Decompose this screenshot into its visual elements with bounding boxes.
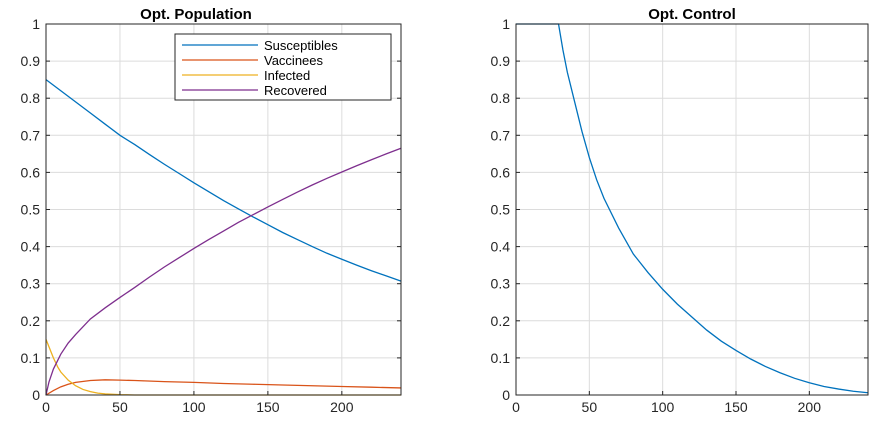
- population-ytick-label-0-4: 0.4: [21, 239, 41, 255]
- population-ytick-label-0-6: 0.6: [21, 164, 41, 180]
- population-xtick-label-200: 200: [330, 399, 354, 415]
- control-ytick-label-0-9: 0.9: [491, 53, 511, 69]
- population-ticks: 0 50 100 150 200 0 0.1 0.2 0.3 0.4 0.5 0.6 0.7 0.8 0.9…: [21, 16, 401, 415]
- legend-entry-infected: Infected: [182, 68, 310, 83]
- legend-entry-recovered: Recovered: [182, 83, 327, 98]
- control-ytick-label-0-6: 0.6: [491, 164, 511, 180]
- population-series-vaccinees: [45, 379, 402, 396]
- population-ytick-label-0-7: 0.7: [21, 127, 41, 143]
- control-ytick-label-0-8: 0.8: [491, 90, 511, 106]
- population-series: [45, 79, 402, 396]
- control-chart-title: Opt. Control: [648, 6, 735, 23]
- control-grid: [516, 24, 868, 395]
- legend-entry-vaccinees: Vaccinees: [182, 53, 324, 68]
- population-chart: Opt. Population 0 50 100 150 200 0 0.1 0.2 0.3 0.…: [21, 6, 402, 415]
- population-ytick-label-0: 0: [32, 387, 40, 403]
- control-series-1: [516, 23, 869, 394]
- population-series-recovered: [45, 147, 402, 396]
- control-ytick-label-0-7: 0.7: [491, 127, 511, 143]
- population-ytick-label-0-5: 0.5: [21, 202, 41, 218]
- legend-entry-susceptibles: Susceptibles: [182, 38, 338, 53]
- control-xtick-label-0: 0: [512, 399, 520, 415]
- population-xtick-label-150: 150: [256, 399, 280, 415]
- population-ytick-label-0-1: 0.1: [21, 350, 41, 366]
- legend-label-infected: Infected: [264, 68, 310, 83]
- control-ytick-label-0: 0: [502, 387, 510, 403]
- population-legend: Susceptibles Vaccinees Infected Recovere…: [174, 33, 392, 101]
- control-ytick-label-1: 1: [502, 16, 510, 32]
- control-xtick-label-100: 100: [651, 399, 675, 415]
- legend-label-recovered: Recovered: [264, 83, 327, 98]
- control-ytick-label-0-4: 0.4: [491, 239, 511, 255]
- control-ytick-label-0-5: 0.5: [491, 202, 511, 218]
- control-series: [516, 23, 869, 394]
- population-ytick-label-0-3: 0.3: [21, 276, 41, 292]
- population-ytick-label-1: 1: [32, 16, 40, 32]
- population-ytick-label-0-8: 0.8: [21, 90, 41, 106]
- population-xtick-label-100: 100: [182, 399, 206, 415]
- control-ytick-label-0-2: 0.2: [491, 313, 511, 329]
- population-chart-title: Opt. Population: [140, 6, 252, 23]
- population-ytick-label-0-2: 0.2: [21, 313, 41, 329]
- population-xtick-label-50: 50: [112, 399, 128, 415]
- control-ticks: 0 50 100 150 200 0 0.1 0.2 0.3 0.4 0.5 0.6 0.7 0.8 0.9…: [491, 16, 868, 415]
- control-xtick-label-200: 200: [798, 399, 822, 415]
- population-xtick-label-0: 0: [42, 399, 50, 415]
- control-ytick-label-0-3: 0.3: [491, 276, 511, 292]
- control-xtick-label-50: 50: [582, 399, 598, 415]
- control-ytick-label-0-1: 0.1: [491, 350, 511, 366]
- legend-label-vaccinees: Vaccinees: [264, 53, 324, 68]
- control-xtick-label-150: 150: [724, 399, 748, 415]
- population-series-susceptibles: [45, 79, 402, 282]
- legend-label-susceptibles: Susceptibles: [264, 38, 338, 53]
- population-ytick-label-0-9: 0.9: [21, 53, 41, 69]
- control-chart: Opt. Control 0 50 100 150 200 0 0.1 0.2 0.3 0.4 0.…: [491, 6, 869, 415]
